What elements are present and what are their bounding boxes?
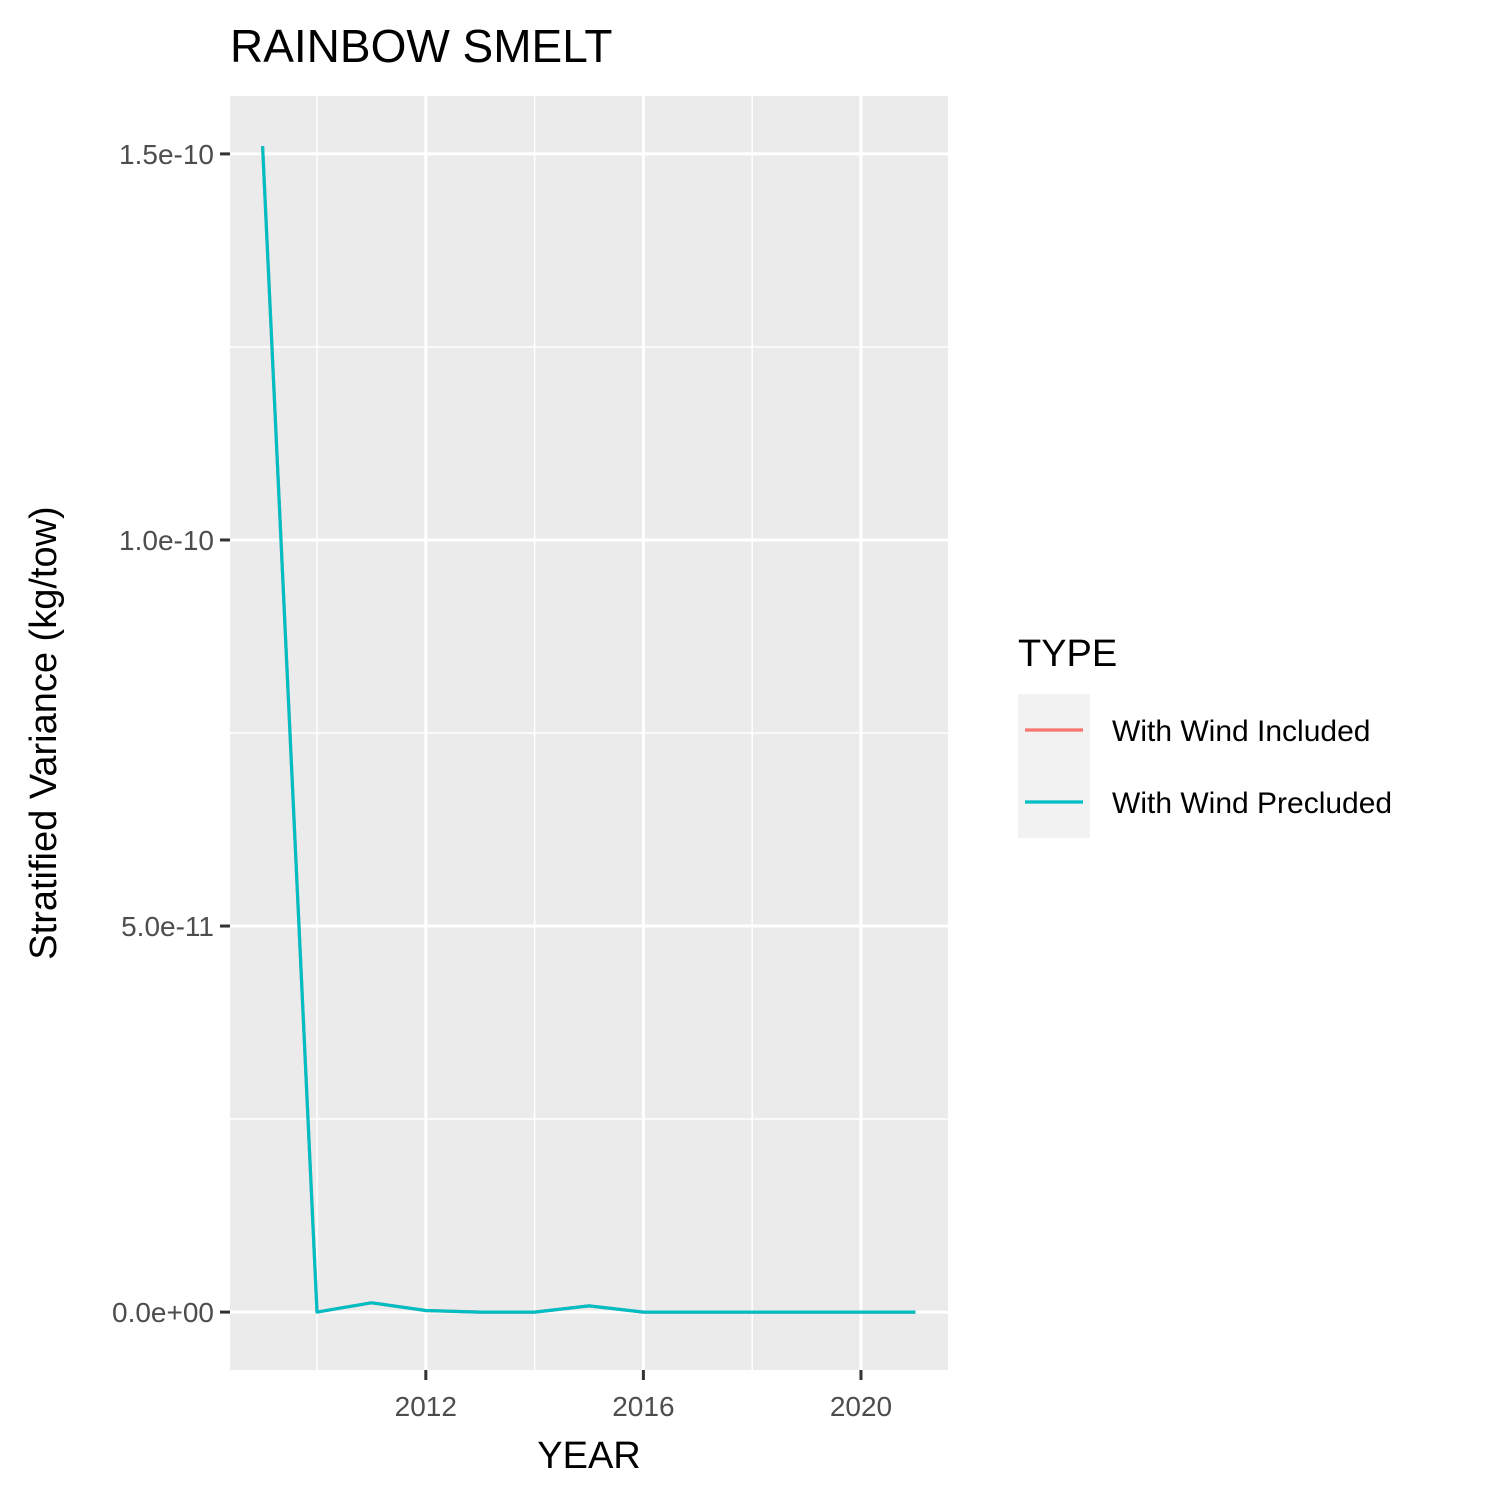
y-axis-title: Stratified Variance (kg/tow) (23, 506, 65, 959)
y-tick-label: 1.5e-10 (119, 139, 214, 170)
minor-gridlines (230, 96, 948, 1370)
legend: TYPE With Wind Included With Wind Preclud… (1018, 633, 1392, 838)
legend-key-background (1018, 694, 1090, 838)
legend-label: With Wind Included (1112, 715, 1370, 748)
chart-title: RAINBOW SMELT (230, 20, 613, 72)
y-axis: 0.0e+00 5.0e-11 1.0e-10 1.5e-10 (112, 139, 230, 1328)
y-tick-label: 5.0e-11 (121, 911, 214, 942)
legend-title: TYPE (1018, 633, 1117, 675)
series-lines (261, 146, 916, 1314)
legend-label: With Wind Precluded (1112, 787, 1392, 820)
x-tick-label: 2020 (830, 1391, 892, 1422)
x-axis-title: YEAR (537, 1435, 640, 1477)
series-line (261, 146, 916, 1314)
x-axis: 2012 2016 2020 (395, 1370, 892, 1422)
x-tick-label: 2012 (395, 1391, 457, 1422)
y-tick-label: 1.0e-10 (119, 525, 214, 556)
x-tick-label: 2016 (612, 1391, 674, 1422)
y-tick-label: 0.0e+00 (112, 1297, 214, 1328)
